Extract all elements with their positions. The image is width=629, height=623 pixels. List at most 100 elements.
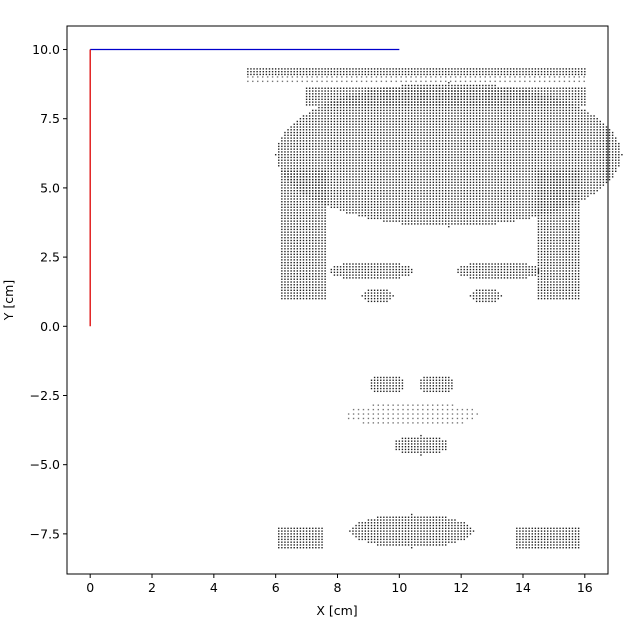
scatter-point: [540, 137, 543, 139]
scatter-point: [460, 176, 462, 178]
scatter-point: [355, 195, 357, 197]
scatter-point: [435, 115, 438, 117]
scatter-point: [513, 112, 515, 114]
scatter-point: [503, 134, 506, 137]
scatter-point: [395, 162, 397, 164]
scatter-point: [469, 151, 472, 153]
scatter-point: [358, 156, 360, 159]
scatter-point: [373, 126, 376, 128]
scatter-point: [590, 189, 592, 192]
scatter-point: [463, 120, 465, 123]
scatter-point: [389, 198, 391, 200]
scatter-point: [528, 206, 530, 208]
scatter-point: [514, 80, 516, 83]
scatter-point: [398, 131, 401, 134]
scatter-point: [420, 167, 422, 170]
scatter-point: [513, 192, 515, 195]
scatter-point: [401, 173, 404, 175]
scatter-point: [315, 131, 317, 134]
scatter-point: [503, 126, 506, 128]
scatter-point: [429, 189, 431, 192]
scatter-point: [364, 73, 367, 76]
scatter-point: [556, 140, 558, 142]
scatter-point: [605, 134, 608, 137]
scatter-point: [349, 170, 351, 172]
scatter-point: [414, 84, 416, 87]
scatter-point: [417, 148, 419, 150]
scatter-point: [543, 142, 546, 145]
scatter-point: [312, 115, 314, 117]
scatter-point: [522, 73, 524, 76]
scatter-point: [503, 189, 506, 192]
scatter-point: [500, 148, 503, 150]
scatter-point: [324, 68, 326, 70]
scatter-point: [333, 109, 336, 112]
scatter-point: [392, 181, 394, 184]
scatter-point: [346, 162, 348, 164]
scatter-point: [361, 137, 363, 139]
scatter-point: [414, 212, 416, 214]
scatter-point: [528, 156, 530, 159]
scatter-point: [534, 70, 537, 73]
scatter-point: [432, 118, 435, 120]
scatter-point: [525, 106, 527, 109]
scatter-point: [565, 142, 567, 145]
scatter-point: [247, 73, 249, 76]
scatter-point: [525, 201, 527, 203]
scatter-point: [426, 120, 428, 123]
scatter-point: [482, 176, 484, 178]
scatter-point: [414, 70, 416, 73]
scatter-point: [352, 181, 354, 184]
scatter-point: [519, 148, 521, 150]
scatter-point: [503, 176, 506, 178]
scatter-point: [441, 203, 444, 206]
scatter-point: [494, 73, 496, 76]
scatter-point: [457, 189, 459, 192]
scatter-point: [383, 148, 385, 150]
scatter-point: [333, 192, 336, 195]
scatter-point: [330, 198, 333, 200]
scatter-point: [305, 120, 308, 123]
scatter-point: [293, 142, 295, 145]
scatter-point: [324, 167, 326, 170]
scatter-point: [596, 140, 598, 142]
scatter-point: [420, 70, 422, 73]
scatter-point: [364, 170, 367, 172]
scatter-point: [380, 115, 382, 117]
scatter-point: [574, 131, 577, 134]
scatter-point: [482, 159, 484, 161]
scatter-point: [497, 189, 499, 192]
scatter-point: [577, 140, 580, 142]
scatter-point: [370, 206, 373, 208]
scatter-point: [346, 203, 348, 206]
scatter-point: [553, 80, 556, 83]
scatter-point: [324, 156, 326, 159]
scatter-point: [312, 112, 314, 114]
scatter-point: [389, 167, 391, 170]
scatter-point: [339, 203, 342, 206]
scatter-point: [565, 112, 567, 114]
scatter-point: [380, 201, 382, 203]
scatter-point: [463, 118, 465, 120]
scatter-point: [407, 176, 410, 178]
scatter-point: [513, 176, 515, 178]
scatter-point: [574, 151, 577, 153]
scatter-point: [534, 137, 537, 139]
scatter-point: [451, 206, 453, 208]
scatter-point: [420, 189, 422, 192]
scatter-point: [485, 120, 487, 123]
scatter-point: [543, 165, 546, 167]
scatter-point: [302, 68, 305, 70]
scatter-point: [497, 176, 499, 178]
scatter-point: [367, 159, 370, 161]
scatter-point: [522, 109, 524, 112]
scatter-point: [482, 223, 484, 225]
scatter-point: [513, 129, 515, 131]
scatter-point: [420, 201, 422, 203]
scatter-point: [482, 70, 484, 73]
scatter-point: [432, 142, 435, 145]
scatter-point: [364, 137, 367, 139]
scatter-point: [519, 73, 521, 76]
scatter-point: [571, 109, 574, 112]
scatter-point: [370, 115, 373, 117]
